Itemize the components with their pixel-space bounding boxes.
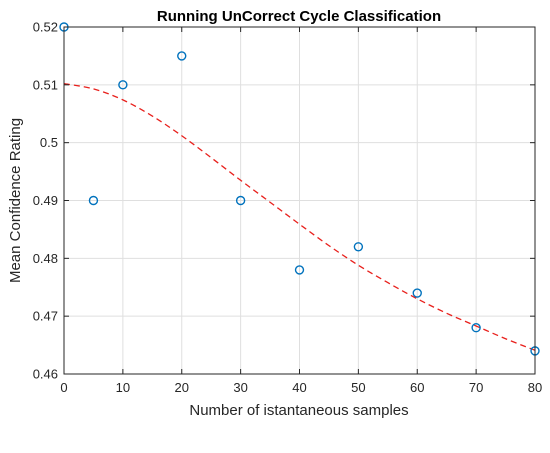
y-tick-label: 0.5 — [40, 135, 58, 150]
data-point — [471, 323, 481, 333]
y-tick-label: 0.46 — [33, 367, 58, 382]
x-axis-label: Number of istantaneous samples — [189, 402, 408, 419]
data-point — [88, 195, 99, 206]
y-tick-label: 0.48 — [33, 251, 58, 266]
x-tick-label: 70 — [469, 380, 483, 395]
x-tick-label: 80 — [528, 380, 542, 395]
x-tick-label: 50 — [351, 380, 365, 395]
fit-line-layer — [63, 83, 536, 351]
x-tick-label: 0 — [60, 380, 67, 395]
x-tick-label: 20 — [175, 380, 189, 395]
x-tick-label: 40 — [292, 380, 306, 395]
data-point — [412, 288, 422, 298]
y-tick-label: 0.47 — [33, 309, 58, 324]
x-tick-label: 10 — [116, 380, 130, 395]
y-tick-label: 0.51 — [33, 77, 58, 92]
chart-title: Running UnCorrect Cycle Classification — [157, 8, 441, 25]
data-point — [353, 242, 364, 252]
y-tick-label: 0.52 — [33, 20, 58, 35]
data-point — [294, 265, 305, 275]
axis-ticks: 0 10 20 30 40 50 60 70 80 0.46 0.47 0.48 0.49 0.5 0.51… — [33, 20, 543, 396]
y-axis-label: Mean Confidence Rating — [7, 118, 24, 283]
y-tick-label: 0.49 — [33, 193, 58, 208]
grid — [63, 26, 536, 375]
fit-curve — [63, 83, 536, 351]
data-point — [177, 51, 187, 61]
x-tick-label: 60 — [410, 380, 424, 395]
data-point — [118, 80, 128, 90]
data-point — [235, 195, 246, 206]
x-tick-label: 30 — [233, 380, 247, 395]
